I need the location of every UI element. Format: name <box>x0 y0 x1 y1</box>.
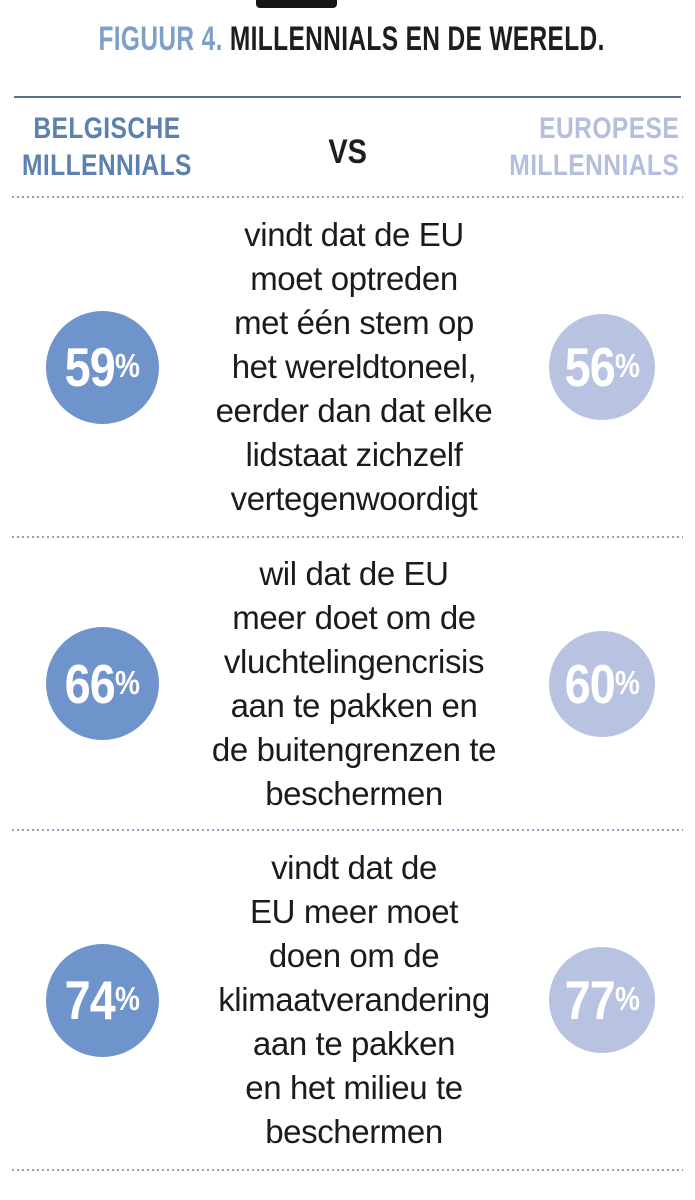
belgian-stat-value: 74% <box>64 969 141 1031</box>
percent-sign: % <box>614 347 640 384</box>
percent-sign: % <box>115 663 141 701</box>
comparison-header: BELGISCHE MILLENNIALS VS EUROPESE MILLEN… <box>14 104 681 190</box>
stat-row-klimaatverandering: 74% vindt dat de EU meer moet doen om de… <box>0 831 695 1169</box>
european-stat-value: 60% <box>564 652 640 715</box>
stat-description: wil dat de EU meer doet om de vluchtelin… <box>211 554 497 812</box>
percent-sign: % <box>614 663 640 701</box>
dotted-separator <box>12 1169 683 1171</box>
belgian-stat-value: 59% <box>64 336 141 398</box>
stat-description: vindt dat de EU moet optreden met één st… <box>215 216 493 517</box>
figure-title-text: MILLENNIALS EN DE WERELD. <box>222 20 605 58</box>
percent-sign: % <box>614 980 640 1017</box>
european-stat-value: 56% <box>564 336 640 398</box>
cropped-ui-fragment <box>256 0 337 8</box>
european-stat-value: 77% <box>564 969 640 1031</box>
percent-sign: % <box>115 980 141 1017</box>
header-vs-label: VS <box>328 132 367 171</box>
dotted-separator <box>12 536 683 538</box>
header-belgische-millennials: BELGISCHE MILLENNIALS <box>22 112 192 182</box>
belgian-stat-circle: 59% <box>46 310 159 424</box>
stat-row-vluchtelingencrisis: 66% wil dat de EU meer doet om de vlucht… <box>0 538 695 829</box>
stat-row-wereldtoneel: 59% vindt dat de EU moet optreden met éé… <box>0 198 695 536</box>
european-stat-circle: 77% <box>549 947 655 1053</box>
header-rule <box>14 96 681 98</box>
figure-title: FIGUUR 4. MILLENNIALS EN DE WERELD. <box>0 20 695 59</box>
figure-number: FIGUUR 4. <box>98 20 223 58</box>
header-europese-millennials: EUROPESE MILLENNIALS <box>509 112 679 182</box>
percent-sign: % <box>115 347 141 384</box>
belgian-stat-circle: 74% <box>46 943 159 1057</box>
belgian-stat-value: 66% <box>64 652 141 715</box>
stat-description: vindt dat de EU meer moet doen om de kli… <box>218 849 490 1150</box>
dotted-separator <box>12 196 683 198</box>
belgian-stat-circle: 66% <box>46 627 159 740</box>
european-stat-circle: 56% <box>549 314 655 420</box>
european-stat-circle: 60% <box>549 630 655 737</box>
dotted-separator <box>12 829 683 831</box>
